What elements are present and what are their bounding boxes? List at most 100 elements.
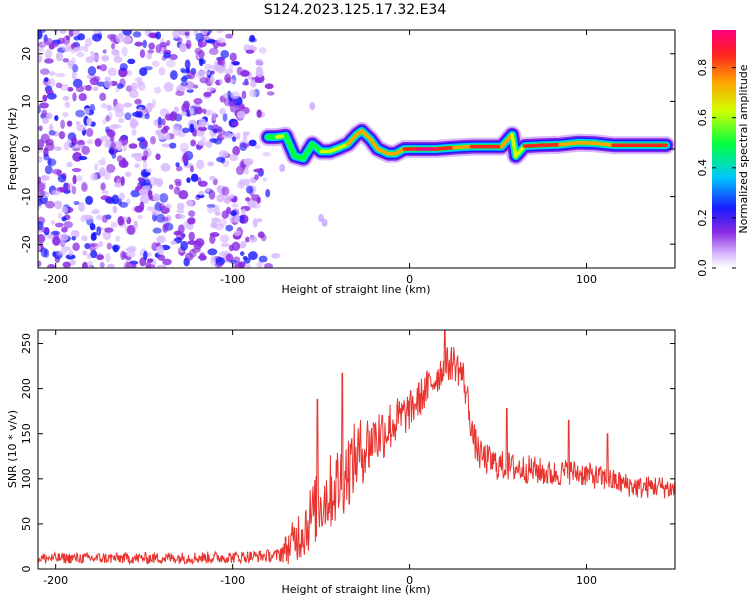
spectrogram-noise-cell [262,177,268,182]
spectrogram-noise-cell [38,176,42,184]
spectrogram-noise-cell [103,141,111,148]
spectrogram-noise-cell [62,58,69,63]
spectrogram-noise-cell [230,210,237,217]
spectrogram-noise-cell [256,109,262,118]
spectrogram-noise-cell [66,138,72,147]
spectrogram-noise-cell [146,53,153,60]
spectrogram-noise-cell [105,253,111,263]
spectrogram-noise-cell [134,77,143,83]
spectrogram-noise-cell [126,250,136,258]
spectrogram-marks [38,30,675,268]
spectrogram-ridge-core [368,137,380,151]
spectrogram-noise-cell [72,92,77,102]
spectrogram-xlabel: Height of straight line (km) [281,283,430,296]
spectrogram-noise-cell [150,135,156,145]
spectrogram-noise-cell [164,203,172,209]
spectrogram-noise-cell [76,124,86,132]
spectrogram-noise-cell [105,115,110,122]
spectrogram-noise-cell [83,107,90,116]
spectrogram-noise-cell [147,103,154,108]
spectrogram-noise-cell [71,167,82,173]
spectrogram-noise-cell [111,244,121,251]
spectrogram-noise-cell [179,42,187,53]
spectrogram-noise-cell [186,177,191,184]
spectrogram-noise-cell [41,109,48,118]
spectrogram-noise-cell [121,46,128,57]
spectrogram-noise-cell [44,77,49,82]
spectrogram-noise-cell [173,106,180,113]
spectrogram-noise-cell [44,49,53,60]
spectrogram-noise-cell [240,69,250,77]
spectrogram-noise-cell [198,190,205,196]
spectrogram-noise-cell [126,198,131,205]
spectrogram-noise-cell [81,235,88,242]
spectrogram-noise-cell [137,214,143,220]
spectrogram-noise-cell [124,112,132,121]
spectrogram-noise-cell [113,140,123,150]
spectrogram-noise-cell [102,230,112,241]
spectrogram-noise-cell [218,150,229,158]
spectrogram-noise-cell [169,53,178,61]
spectrogram-noise-cell [78,155,88,161]
spectrogram-noise-cell [231,136,237,142]
spectrogram-noise-cell [243,168,249,175]
spectrogram-noise-cell [181,127,190,134]
spectrogram-noise-cell [241,208,246,215]
spectrogram-noise-cell [48,130,56,136]
spectrogram-noise-cell [309,102,316,111]
spectrogram-noise-cell [96,226,102,236]
spectrogram-noise-cell [51,189,61,196]
spectrogram-noise-cell [148,32,156,38]
spectrogram-noise-cell [72,146,81,152]
spectrogram-noise-cell [163,52,171,59]
spectrogram-noise-cell [125,171,132,178]
spectrogram-ridge-core [360,129,373,142]
spectrogram-noise-cell [165,59,176,68]
spectrogram-noise-cell [38,139,45,149]
spectrogram-noise-cell [220,49,230,59]
spectrogram-noise-cell [72,30,79,37]
spectrogram-noise-cell [225,33,233,39]
spectrogram-noise-cell [145,168,153,173]
spectrogram-noise-cell [213,138,223,145]
spectrogram-noise-cell [55,82,63,89]
spectrogram-noise-cell [209,74,215,85]
spectrogram-noise-cell [187,217,196,225]
spectrogram-noise-cell [208,47,219,56]
spectrogram-noise-cell [158,67,166,76]
spectrogram-noise-cell [48,71,56,76]
spectrogram-noise-cell [102,118,107,125]
spectrogram-noise-cell [68,30,74,37]
spectrogram-noise-cell [249,203,257,209]
y-tick-label: 250 [20,333,33,354]
spectrogram-noise-cell [236,110,246,119]
chart-title: S124.2023.125.17.32.E34 [264,2,447,18]
spectrogram-noise-cell [210,221,218,229]
spectrogram-noise-cell [118,159,129,169]
spectrogram-noise-cell [265,189,271,198]
colorbar-gradient [712,30,736,268]
spectrogram-noise-cell [39,102,49,109]
spectrogram-noise-cell [225,224,234,232]
spectrogram-noise-cell [106,104,113,111]
spectrogram-noise-cell [178,189,189,200]
spectrogram-noise-cell [179,142,189,153]
spectrogram-noise-cell [153,119,158,126]
spectrogram-noise-cell [64,182,70,192]
spectrogram-noise-cell [58,131,66,140]
spectrogram-noise-cell [101,214,108,223]
spectrogram-noise-cell [57,174,67,183]
spectrogram-noise-cell [81,145,90,155]
spectrogram-noise-cell [187,240,198,245]
spectrogram-noise-cell [143,160,148,170]
y-tick-label: 10 [20,94,33,108]
spectrogram-noise-cell [176,202,185,211]
spectrogram-noise-cell [54,146,62,151]
spectrogram-noise-cell [256,66,263,73]
spectrogram-noise-cell [195,71,205,79]
spectrogram-noise-cell [163,81,174,92]
spectrogram-noise-cell [231,203,239,208]
spectrogram-noise-cell [96,214,103,221]
spectrogram-noise-cell [214,64,224,72]
spectrogram-noise-cell [154,86,162,94]
